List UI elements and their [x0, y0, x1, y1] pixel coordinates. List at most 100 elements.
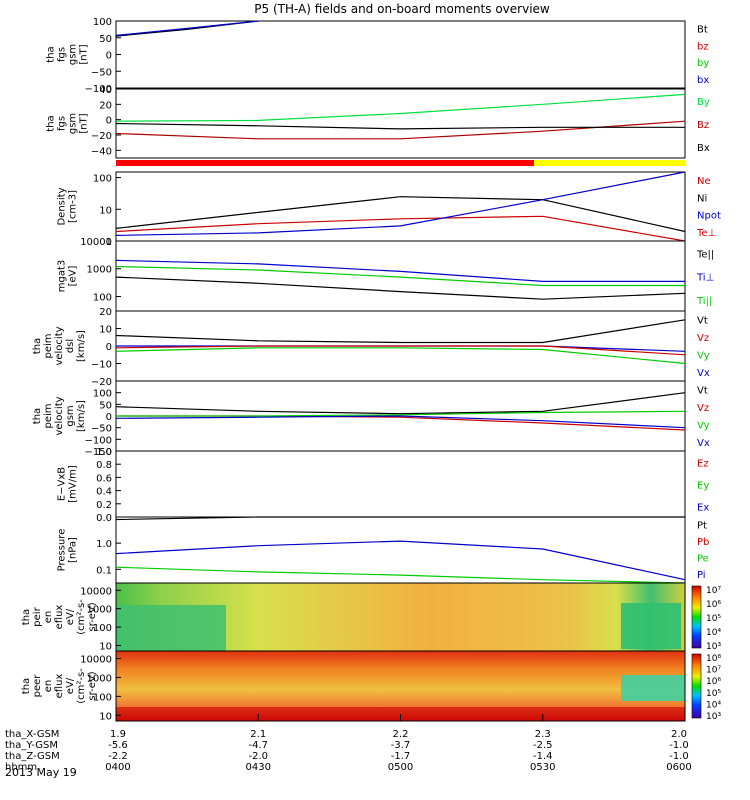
- y-tick-label: −20: [91, 131, 112, 142]
- legend-entry: Bz: [697, 120, 709, 131]
- y-label-line: gsm: [68, 44, 79, 65]
- x-row-value: -5.6: [108, 740, 128, 751]
- y-tick-label: −10: [91, 360, 112, 371]
- legend-entry: Te⊥: [696, 228, 716, 239]
- legend: By Bz Bx: [697, 97, 710, 154]
- x-row-value: -1.4: [533, 751, 553, 762]
- y-label-line: [eV]: [68, 266, 79, 287]
- y-axis-label: Pressure [nPa]: [57, 529, 79, 572]
- series-line-ti: [115, 265, 685, 287]
- y-label-line: tha: [46, 115, 57, 131]
- y-label-line: sr-eV): [87, 602, 98, 631]
- panel-3: 100 10 1 Density [cm-3] Ne Ni Npot Te⊥: [57, 171, 721, 248]
- series-line-bx: [115, 122, 685, 130]
- series-line-ni: [115, 196, 686, 233]
- x-row-value: -1.0: [669, 751, 689, 762]
- y-axis-label: tha peim velocity dsl [km/s]: [32, 326, 87, 365]
- y-label-line: fgs: [57, 116, 68, 131]
- y-label-line: [km/s]: [76, 400, 87, 432]
- y-label-line: (cm²-s-: [76, 668, 87, 704]
- y-label-line: gsm: [65, 405, 76, 426]
- series-line-vt: [115, 319, 686, 344]
- x-row-value: -4.7: [248, 740, 268, 751]
- legend-entry: Ex: [697, 502, 709, 513]
- legend-entry: Vy: [697, 350, 710, 361]
- legend: Ez Ey Ex: [697, 458, 709, 513]
- legend-entry: Bx: [697, 143, 710, 154]
- y-tick-label: 100: [93, 692, 112, 703]
- legend-entry: Ez: [697, 458, 709, 469]
- figure-title: P5 (TH-A) fields and on-board moments ov…: [254, 2, 550, 16]
- y-label-line: [nPa]: [68, 537, 79, 563]
- y-tick-label: 1: [106, 237, 112, 248]
- colorbar-tick-label: 10⁷: [706, 586, 721, 596]
- y-label-line: E−VxB: [57, 467, 68, 501]
- y-tick-label: 0.2: [96, 500, 112, 511]
- x-row-value: 2.2: [393, 729, 409, 740]
- legend-entry: bx: [697, 75, 709, 86]
- y-tick-label: 10000: [80, 237, 112, 248]
- colorbar-tick-label: 10⁵: [706, 614, 721, 624]
- y-tick-label: 1000: [87, 605, 112, 616]
- colorbar-tick-label: 10⁴: [706, 700, 721, 710]
- y-tick-label: 100: [93, 292, 112, 303]
- series-line-ti: [115, 259, 685, 282]
- y-label-line: dsl: [65, 339, 76, 353]
- y-tick-label: 100: [93, 389, 112, 400]
- x-row-label: tha_Y-GSM: [5, 740, 58, 751]
- y-label-line: tha: [21, 609, 32, 625]
- y-label-line: mgat3: [57, 260, 68, 293]
- mode-bar-slow: [534, 160, 685, 166]
- y-label-line: tha: [46, 46, 57, 62]
- y-axis-label: tha fgs gsm [nT]: [46, 113, 90, 134]
- colorbar-tick-label: 10⁸: [706, 654, 721, 664]
- y-axis-label: tha peer en eflux eV/(cm²-s-sr-eV): [21, 668, 98, 704]
- legend-entry: Vz: [697, 333, 709, 344]
- spectrogram-late-region: [621, 675, 685, 701]
- y-label-line: (cm²-s-: [76, 599, 87, 635]
- colorbar-tick-label: 10⁶: [706, 600, 721, 610]
- y-tick-label: 50: [99, 400, 112, 411]
- y-tick-label: 20: [99, 307, 112, 318]
- y-label-line: [nT]: [79, 44, 90, 64]
- colorbar-tick-label: 10⁴: [706, 628, 721, 638]
- y-tick-label: −20: [91, 377, 112, 388]
- y-label-line: en: [43, 680, 54, 693]
- x-row-value: -2.0: [248, 751, 268, 762]
- y-tick-label: −100: [85, 435, 112, 446]
- y-tick-label: 0.8: [96, 460, 112, 471]
- legend-entry: Ni: [697, 193, 707, 204]
- y-tick-label: 0.4: [96, 487, 112, 498]
- x-row-value: 0430: [246, 762, 271, 773]
- y-label-line: eflux: [54, 674, 65, 699]
- legend-entry: Vx: [697, 368, 710, 379]
- legend-entry: Ti⊥: [696, 273, 714, 284]
- y-axis-label: tha peim velocity gsm [km/s]: [32, 396, 87, 435]
- mode-bar-fast: [116, 160, 534, 166]
- x-row-value: -1.7: [391, 751, 411, 762]
- y-label-line: [km/s]: [76, 330, 87, 362]
- date-label: 2013 May 19: [5, 766, 77, 779]
- y-tick-label: 10: [99, 205, 112, 216]
- colorbar: [691, 653, 702, 719]
- colorbar-tick-label: 10⁶: [706, 677, 721, 687]
- x-row-value: 0600: [666, 762, 691, 773]
- series-line-bx: [115, 20, 259, 36]
- series-line-bz: [115, 120, 686, 140]
- y-tick-label: 0: [106, 51, 112, 62]
- y-label-line: [nT]: [79, 113, 90, 133]
- panel-frame: [115, 516, 686, 584]
- y-label-line: [cm-3]: [68, 190, 79, 223]
- legend-entry: Vt: [697, 315, 708, 326]
- x-row-value: 2.0: [671, 729, 687, 740]
- y-tick-label: 10000: [80, 586, 112, 597]
- y-tick-label: −50: [91, 424, 112, 435]
- x-axis-labels: tha_X-GSM 1.9 2.1 2.2 2.3 2.0 tha_Y-GSM -5.6 -4.…: [5, 714, 692, 779]
- y-tick-label: 50: [99, 34, 112, 45]
- y-tick-label: 0: [106, 412, 112, 423]
- x-row-value: 2.3: [535, 729, 551, 740]
- x-row-value: -2.2: [108, 751, 128, 762]
